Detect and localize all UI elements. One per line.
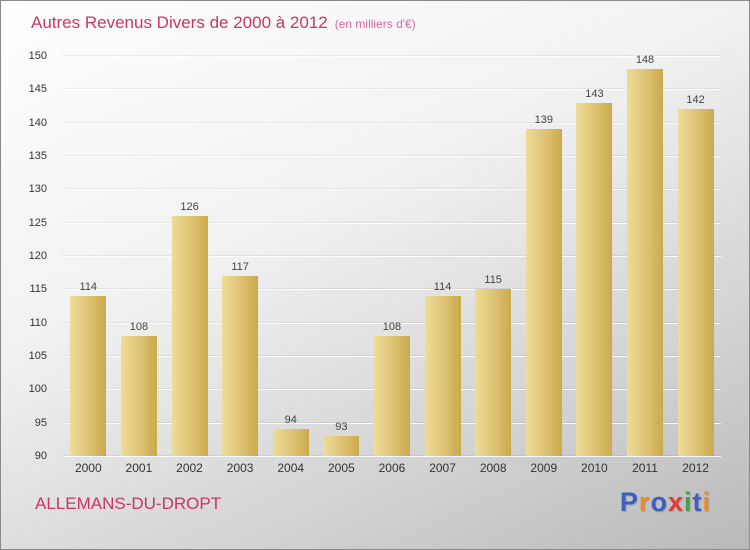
chart-header: Autres Revenus Divers de 2000 à 2012 (en … [31, 13, 416, 33]
bar-2012 [677, 109, 714, 456]
bar-value-label: 94 [284, 414, 297, 427]
bar-slot: 108 [114, 321, 164, 456]
y-tick-label: 120 [28, 250, 47, 262]
y-tick-label: 110 [29, 316, 47, 329]
y-tick-label: 125 [28, 216, 47, 229]
x-tick-label: 2000 [74, 461, 102, 475]
gridline [63, 89, 721, 91]
gridline [63, 189, 721, 191]
bar-2001 [120, 336, 157, 456]
bar-value-label: 143 [585, 87, 604, 100]
bar-slot: 117 [215, 261, 265, 456]
bar-value-label: 139 [534, 114, 553, 127]
y-tick-label: 150 [28, 50, 47, 62]
x-tick-label: 2002 [176, 461, 203, 475]
proxiti-logo: Proxiti [620, 487, 711, 518]
bar-value-label: 114 [79, 281, 98, 293]
x-axis-labels: 2000 2001 2002 2003 2004 2005 2006 2007 2008 2009… [63, 461, 721, 475]
bar-slot: 94 [266, 414, 316, 456]
x-tick-label: 2001 [125, 461, 153, 475]
x-tick-label: 2003 [226, 461, 254, 475]
x-tick-label: 2004 [277, 461, 305, 475]
y-tick-label: 130 [28, 183, 47, 196]
y-tick-label: 140 [28, 116, 47, 129]
bar-value-label: 114 [433, 281, 452, 293]
bar-2011 [627, 69, 663, 456]
bar-slot: 142 [671, 94, 721, 456]
y-tick-label: 135 [28, 150, 47, 162]
gridline [63, 56, 721, 57]
bar-slot: 126 [165, 201, 215, 456]
bar-2002 [171, 216, 208, 456]
bar-value-label: 117 [231, 261, 249, 273]
logo-letter: o [650, 487, 668, 517]
bar-slot: 114 [418, 281, 468, 456]
bar-2000 [70, 296, 107, 456]
x-tick-label: 2008 [479, 461, 507, 475]
x-tick-label: 2011 [632, 461, 658, 475]
bar-2008 [475, 289, 512, 456]
x-tick-label: 2009 [530, 461, 558, 475]
logo-letter: r [638, 487, 651, 517]
y-tick-label: 145 [28, 83, 47, 96]
y-tick-label: 115 [29, 283, 47, 296]
bars: 114 108 126 117 94 93 108 114 115 139 143 148 142 [63, 54, 721, 456]
bar-value-label: 93 [335, 421, 348, 433]
plot-area: 114 108 126 117 94 93 108 114 115 139 143 148 142 [63, 54, 721, 457]
bar-value-label: 142 [686, 94, 705, 107]
logo-letter: i [702, 487, 711, 517]
logo-letter: i [683, 487, 693, 517]
bar-slot: 139 [519, 114, 569, 456]
logo-letter: P [619, 487, 639, 517]
bar-2010 [576, 102, 613, 456]
bar-value-label: 115 [484, 274, 502, 287]
bar-2006 [373, 336, 410, 456]
bar-value-label: 148 [635, 54, 655, 67]
x-tick-label: 2012 [682, 461, 709, 475]
bar-2003 [222, 276, 259, 456]
chart-title: Autres Revenus Divers de 2000 à 2012 [31, 13, 328, 32]
bar-value-label: 126 [180, 201, 199, 213]
bar-slot: 114 [63, 281, 113, 456]
gridline [63, 222, 721, 224]
y-tick-label: 100 [28, 383, 47, 396]
x-tick-label: 2010 [581, 461, 608, 475]
logo-letter: t [692, 487, 703, 517]
chart-subtitle: (en milliers d'€) [334, 17, 416, 31]
gridline [63, 289, 721, 291]
gridline [63, 256, 721, 257]
gridline [63, 322, 721, 324]
place-name: ALLEMANS-DU-DROPT [35, 494, 222, 513]
x-tick-label: 2007 [429, 461, 456, 475]
y-axis-labels: 90 95 100 105 110 115 120 125 130 135 140 145 150 [1, 50, 55, 462]
bar-slot: 108 [367, 321, 417, 456]
gridline [63, 122, 721, 124]
bar-2004 [272, 429, 309, 456]
y-tick-label: 95 [34, 416, 47, 429]
gridline [63, 156, 721, 157]
bar-slot: 148 [620, 54, 670, 456]
gridline [63, 456, 721, 457]
x-tick-label: 2005 [327, 461, 355, 475]
bar-slot: 143 [569, 88, 619, 456]
bar-2009 [525, 129, 562, 456]
y-tick-label: 90 [34, 450, 47, 462]
bar-2005 [323, 436, 360, 456]
bar-slot: 115 [468, 274, 518, 456]
bar-value-label: 108 [129, 321, 149, 333]
bar-value-label: 108 [382, 321, 402, 333]
y-tick-label: 105 [28, 350, 47, 362]
bar-slot: 93 [316, 421, 366, 456]
x-tick-label: 2006 [378, 461, 406, 475]
bar-2007 [424, 296, 461, 456]
logo-letter: x [667, 487, 684, 517]
